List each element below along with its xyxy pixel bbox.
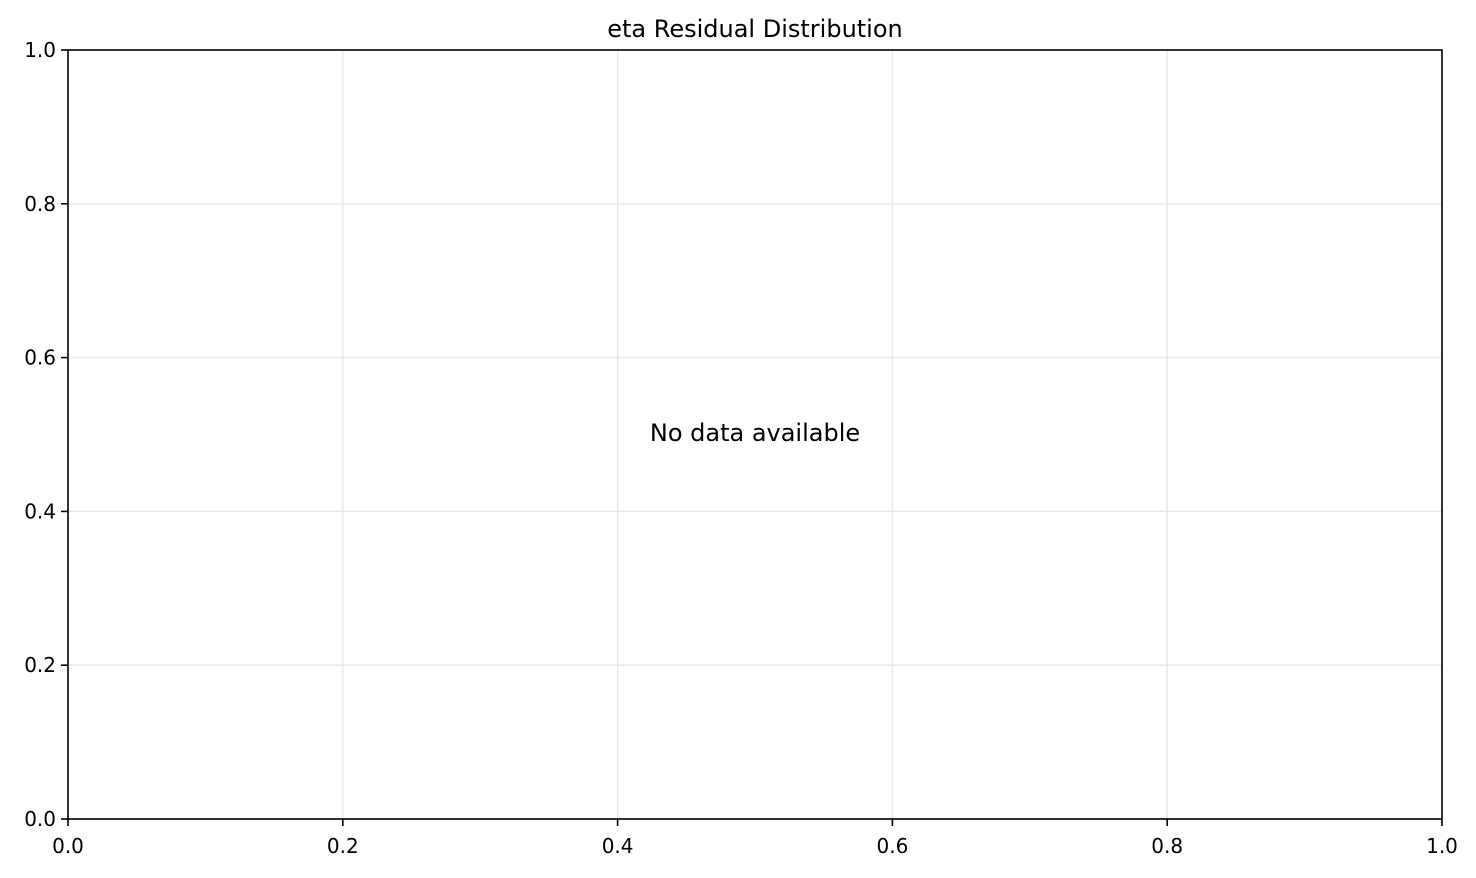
y-tick-label: 1.0 — [24, 38, 56, 62]
plot-area-frame — [67, 49, 1443, 820]
x-tick-label: 0.8 — [1151, 834, 1183, 858]
x-tick-label: 0.2 — [327, 834, 359, 858]
y-tick-label: 0.2 — [24, 653, 56, 677]
tick-layer: 0.0 0.2 0.4 0.6 0.8 1.0 0.0 0.2 0.4 0.6 0.8 1.0 — [24, 38, 1458, 858]
x-tick-label: 1.0 — [1426, 834, 1458, 858]
y-tick-label: 0.8 — [24, 192, 56, 216]
x-tick-label: 0.6 — [876, 834, 908, 858]
x-tick-label: 0.4 — [602, 834, 634, 858]
no-data-message: No data available — [650, 419, 860, 447]
y-tick-label: 0.4 — [24, 499, 56, 523]
y-tick-label: 0.0 — [24, 807, 56, 831]
chart-title: eta Residual Distribution — [607, 15, 903, 43]
x-tick-label: 0.0 — [52, 834, 84, 858]
y-tick-label: 0.6 — [24, 346, 56, 370]
